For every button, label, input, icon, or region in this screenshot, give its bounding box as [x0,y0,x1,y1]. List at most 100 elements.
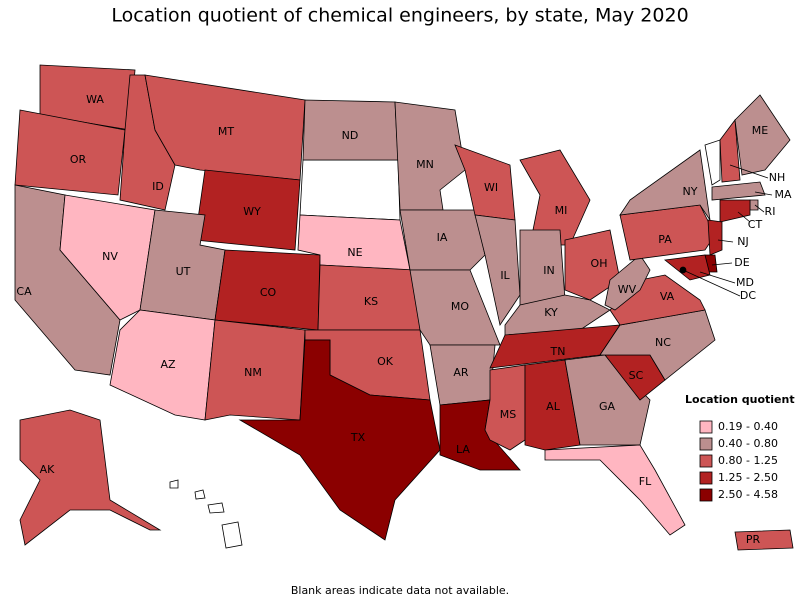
state-label: MI [555,204,568,217]
state [524,359,581,451]
leader-line [699,271,736,284]
state-label: DE [734,256,749,269]
legend-swatch [699,454,713,468]
state-label: AL [546,400,561,413]
legend-label: 0.80 - 1.25 [718,454,778,467]
legend-title: Location quotient [685,393,795,406]
leader-line [754,191,773,196]
state-label: ND [342,129,359,142]
island [221,521,243,549]
state-label: MD [736,276,754,289]
states: WA OR CA NV ID MT WY UT AZ CO NM ND NE KS OK TX MN IA MO AR… [14,64,794,551]
state-label: NC [655,336,671,349]
legend-label: 0.40 - 0.80 [718,437,778,450]
state-label: NV [102,250,118,263]
state-label: AR [453,366,469,379]
state-label: TN [550,345,566,358]
state [734,529,794,551]
state-label: KY [544,306,558,319]
footnote: Blank areas indicate data not available. [291,584,509,597]
state [664,254,711,281]
state-label: FL [639,475,652,488]
state [544,444,686,536]
state [399,209,486,271]
state-label: DC [740,289,756,302]
state-label: MT [218,125,234,138]
state [619,149,711,221]
blank-areas [169,139,721,549]
state-label: CO [260,286,277,299]
state-label: WA [86,93,104,106]
state [564,229,621,301]
state-label: GA [599,400,616,413]
state-label: IL [500,269,510,282]
state-label: NE [347,246,362,259]
state-label: MN [416,158,434,171]
legend-swatch [699,471,713,485]
state [59,194,156,321]
state [749,199,759,211]
state-label: KS [364,295,378,308]
island [194,489,206,500]
state-label: CA [16,285,32,298]
state [394,101,466,211]
state-label: AZ [160,358,176,371]
state [474,214,521,327]
island [169,479,179,489]
legend-label: 1.25 - 2.50 [718,471,778,484]
state-label: OH [591,257,608,270]
state-label: TX [350,431,366,444]
state [707,219,723,256]
leader-line [682,269,741,297]
state [409,269,501,346]
legend: 0.19 - 0.40 0.40 - 0.80 0.80 - 1.25 1.25 - … [699,420,778,502]
state-label: CT [748,218,763,231]
leader-line [737,211,751,223]
state-label: PA [658,233,672,246]
title: Location quotient of chemical engineers,… [111,5,688,27]
state-label: SC [629,369,644,382]
state [204,319,306,421]
legend-swatch [699,420,713,434]
state [238,339,441,541]
state [719,199,751,223]
state-label: UT [176,265,191,278]
state-label: IN [543,264,554,277]
state [14,109,126,196]
state-label: ME [752,124,768,137]
state [19,409,162,546]
state-label: MO [451,300,469,313]
leaders [682,164,773,297]
state-label: MS [500,408,516,421]
state-label: NY [683,185,698,198]
state [564,354,651,446]
state-label: NH [769,171,786,184]
legend-label: 0.19 - 0.40 [718,420,778,433]
state-label: OR [70,153,87,166]
state-blank [299,159,401,221]
leader-line [729,164,769,179]
state-label: VA [660,290,675,303]
leader-line [717,239,734,243]
state [711,181,766,201]
legend-swatch [699,488,713,502]
state [734,94,791,176]
state-label: IA [437,231,448,244]
state-blank [704,139,721,186]
state-label: MA [774,188,791,201]
state-label: NJ [737,235,748,248]
state-label: PR [746,533,761,546]
state-label: WV [618,283,637,296]
legend-swatch [699,437,713,451]
state-label: LA [456,443,470,456]
state-label: WI [484,181,498,194]
state-label: OK [377,355,394,368]
state-label: RI [765,205,776,218]
state-label: AK [40,463,56,476]
leader-line [754,204,765,213]
state-label: NM [244,366,262,379]
leader-line [711,262,733,266]
state-label: ID [152,180,164,193]
legend-label: 2.50 - 4.58 [718,488,778,501]
